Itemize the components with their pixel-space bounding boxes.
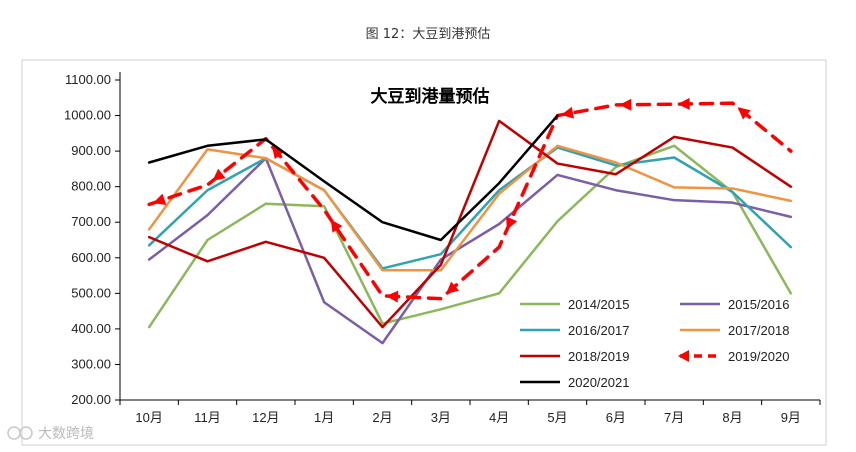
legend-label: 2017/2018: [728, 323, 789, 338]
series-arrow-marker: [561, 106, 574, 119]
legend-item-2020-2021: 2020/2021: [520, 375, 629, 390]
y-tick-label: 900.00: [71, 143, 111, 158]
x-tick-label: 8月: [722, 410, 742, 425]
series-2019-2020: [147, 97, 793, 303]
watermark: 大数跨境: [7, 426, 94, 442]
y-tick-label: 300.00: [71, 356, 111, 371]
series-line-2015-2016: [147, 156, 793, 345]
y-tick-label: 600.00: [71, 250, 111, 265]
series-2015-2016: [147, 156, 793, 345]
legend-label: 2016/2017: [568, 323, 629, 338]
y-tick-label: 1000.00: [64, 108, 111, 123]
x-tick-label: 12月: [252, 410, 279, 425]
series-line-2020-2021: [147, 114, 559, 242]
x-tick-label: 4月: [489, 410, 509, 425]
x-tick-label: 2月: [372, 410, 392, 425]
series-arrow-marker: [737, 107, 751, 120]
series-arrow-marker: [212, 168, 226, 181]
series-arrow-marker: [619, 98, 632, 111]
legend-arrow-marker: [678, 350, 689, 362]
legend-label: 2015/2016: [728, 297, 789, 312]
series-arrow-marker: [153, 193, 167, 206]
y-tick-label: 200.00: [71, 392, 111, 407]
series-layer: [147, 97, 793, 345]
x-tick-label: 9月: [781, 410, 801, 425]
x-tick-label: 10月: [135, 410, 162, 425]
chart-border: [21, 59, 827, 446]
series-arrow-marker: [446, 281, 460, 295]
legend-item-2018-2019: 2018/2019: [520, 349, 629, 364]
series-line-2017-2018: [147, 144, 793, 272]
series-arrow-marker: [271, 146, 285, 160]
watermark-text: 大数跨境: [38, 426, 94, 442]
series-arrow-marker: [330, 219, 343, 233]
x-tick-label: 1月: [314, 410, 334, 425]
series-2016-2017: [147, 146, 793, 270]
legend-label: 2019/2020: [728, 349, 789, 364]
legend-item-2016-2017: 2016/2017: [520, 323, 629, 338]
x-tick-label: 3月: [431, 410, 451, 425]
series-2017-2018: [147, 144, 793, 272]
y-tick-label: 500.00: [71, 285, 111, 300]
series-2020-2021: [147, 114, 559, 242]
watermark-logo-icon: [7, 426, 33, 440]
series-2014-2015: [147, 144, 793, 329]
series-line-2014-2015: [147, 144, 793, 329]
x-tick-label: 7月: [664, 410, 684, 425]
figure-caption: 图 12：大豆到港预估: [366, 27, 491, 42]
series-line-2018-2019: [147, 119, 793, 329]
legend: 2014/2015 2015/2016 2016/2017 2017/2018 2018…: [520, 297, 789, 390]
legend-label: 2020/2021: [568, 375, 629, 390]
legend-label: 2018/2019: [568, 349, 629, 364]
series-arrow-marker: [677, 97, 690, 110]
legend-item-2015-2016: 2015/2016: [680, 297, 789, 312]
legend-item-2014-2015: 2014/2015: [520, 297, 629, 312]
y-tick-label: 700.00: [71, 214, 111, 229]
x-tick-label: 6月: [606, 410, 626, 425]
legend-label: 2014/2015: [568, 297, 629, 312]
y-tick-label: 400.00: [71, 321, 111, 336]
x-tick-label: 5月: [547, 410, 567, 425]
series-2018-2019: [147, 119, 793, 329]
series-arrow-marker: [386, 290, 399, 303]
chart-title: 大豆到港量预估: [371, 86, 490, 107]
legend-item-2019-2020: 2019/2020: [678, 349, 789, 364]
axes: 200.00 300.00 400.00 500.00 600.00 700.00 800.…: [64, 72, 821, 425]
series-line-2016-2017: [147, 146, 793, 270]
y-tick-label: 800.00: [71, 179, 111, 194]
x-tick-label: 11月: [194, 410, 221, 425]
legend-item-2017-2018: 2017/2018: [680, 323, 789, 338]
y-tick-label: 1100.00: [65, 72, 111, 87]
series-arrow-marker: [506, 216, 518, 230]
